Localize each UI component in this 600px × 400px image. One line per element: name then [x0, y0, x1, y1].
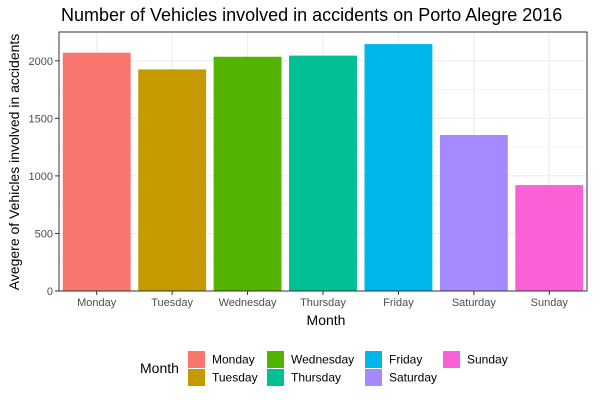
- y-tick-label: 1000: [29, 171, 53, 183]
- plot-area: 0 500 1000 1500 2000 Monday Tuesday Wednesday Th…: [29, 31, 588, 309]
- legend-label-thursday: Thursday: [291, 371, 341, 385]
- legend-title: Month: [140, 360, 179, 376]
- legend-key-sunday: [443, 351, 460, 368]
- legend-key-saturday: [365, 369, 382, 386]
- legend-key-tuesday: [188, 369, 205, 386]
- legend-label-monday: Monday: [212, 353, 255, 367]
- x-tick-label: Sunday: [531, 297, 569, 309]
- x-tick-label: Friday: [383, 297, 414, 309]
- y-tick-label: 0: [47, 286, 53, 298]
- legend-label-sunday: Sunday: [467, 353, 508, 367]
- bar-saturday: [439, 135, 508, 291]
- bar-wednesday: [213, 56, 282, 292]
- x-tick-label: Thursday: [300, 297, 346, 309]
- y-tick-label: 2000: [29, 56, 53, 68]
- y-tick-label: 1500: [29, 113, 53, 125]
- legend-key-thursday: [267, 369, 284, 386]
- legend-label-tuesday: Tuesday: [212, 371, 258, 385]
- legend-key-wednesday: [267, 351, 284, 368]
- y-axis-title: Avegere of Vehicles involved in accident…: [6, 34, 22, 291]
- bar-sunday: [515, 185, 584, 291]
- bar-thursday: [289, 55, 357, 291]
- legend-key-monday: [188, 351, 205, 368]
- chart-title: Number of Vehicles involved in accidents…: [61, 5, 562, 25]
- bar-tuesday: [138, 69, 207, 292]
- bar-monday: [62, 52, 131, 291]
- x-tick-label: Saturday: [452, 297, 497, 309]
- x-axis-title: Month: [307, 312, 346, 328]
- legend-key-friday: [365, 351, 382, 368]
- legend: Month Monday Tuesday Wednesday Thursday Frid…: [140, 351, 508, 386]
- y-tick-label: 500: [35, 228, 53, 240]
- x-tick-label: Wednesday: [219, 297, 277, 309]
- legend-label-wednesday: Wednesday: [291, 353, 354, 367]
- legend-label-friday: Friday: [389, 353, 422, 367]
- legend-label-saturday: Saturday: [389, 371, 437, 385]
- x-tick-label: Monday: [77, 297, 117, 309]
- x-tick-label: Tuesday: [151, 297, 193, 309]
- bar-friday: [364, 44, 433, 291]
